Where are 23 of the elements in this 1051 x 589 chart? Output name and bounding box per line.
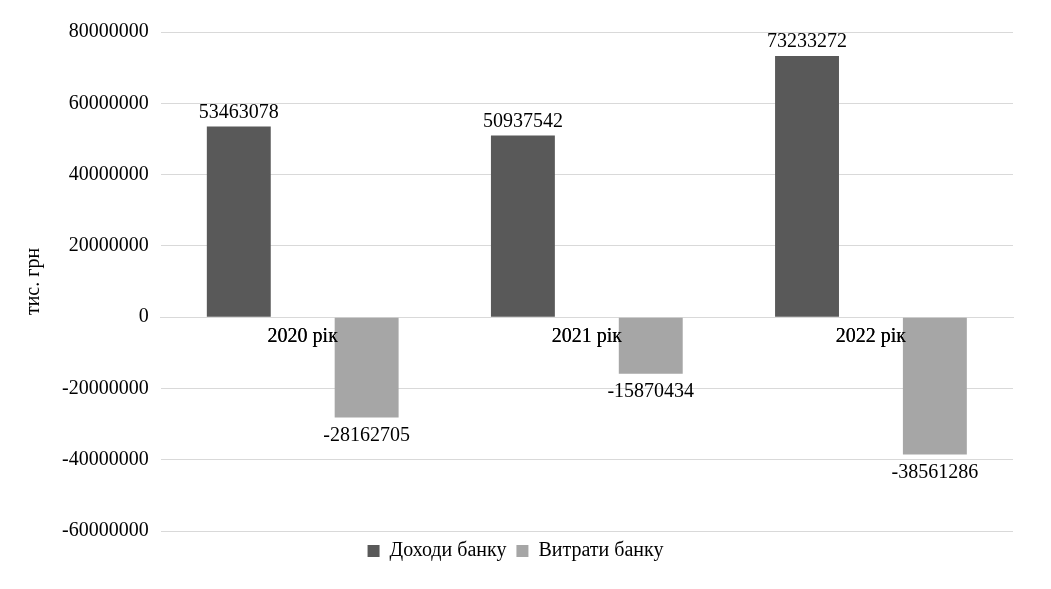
y-tick-label: -20000000: [61, 375, 149, 398]
y-tick-label: 20000000: [68, 233, 149, 256]
legend-label: Витрати банку: [538, 538, 664, 562]
y-tick-label: 40000000: [68, 161, 149, 184]
legend-label: Доходи банку: [389, 538, 507, 562]
y-tick-label: 80000000: [68, 19, 149, 42]
bar: [490, 135, 555, 317]
data-label: 50937542: [482, 108, 563, 131]
data-label: -28162705: [323, 422, 410, 445]
data-label: 53463078: [198, 99, 279, 122]
y-tick-label: 60000000: [68, 90, 149, 113]
data-label: -38561286: [891, 459, 979, 482]
y-tick-label: 0: [138, 304, 149, 327]
x-tick-label: 2022 рік: [835, 324, 907, 348]
bar: [775, 56, 839, 317]
bar: [206, 126, 271, 317]
y-axis-title: тис. грн: [21, 247, 45, 316]
data-label: -15870434: [607, 378, 695, 401]
y-tick-label: -60000000: [61, 518, 149, 541]
data-label: 73233272: [767, 29, 848, 52]
x-tick-label: 2020 рік: [267, 324, 339, 348]
y-tick-label: -40000000: [61, 446, 149, 469]
x-tick-label: 2021 рік: [551, 324, 623, 348]
